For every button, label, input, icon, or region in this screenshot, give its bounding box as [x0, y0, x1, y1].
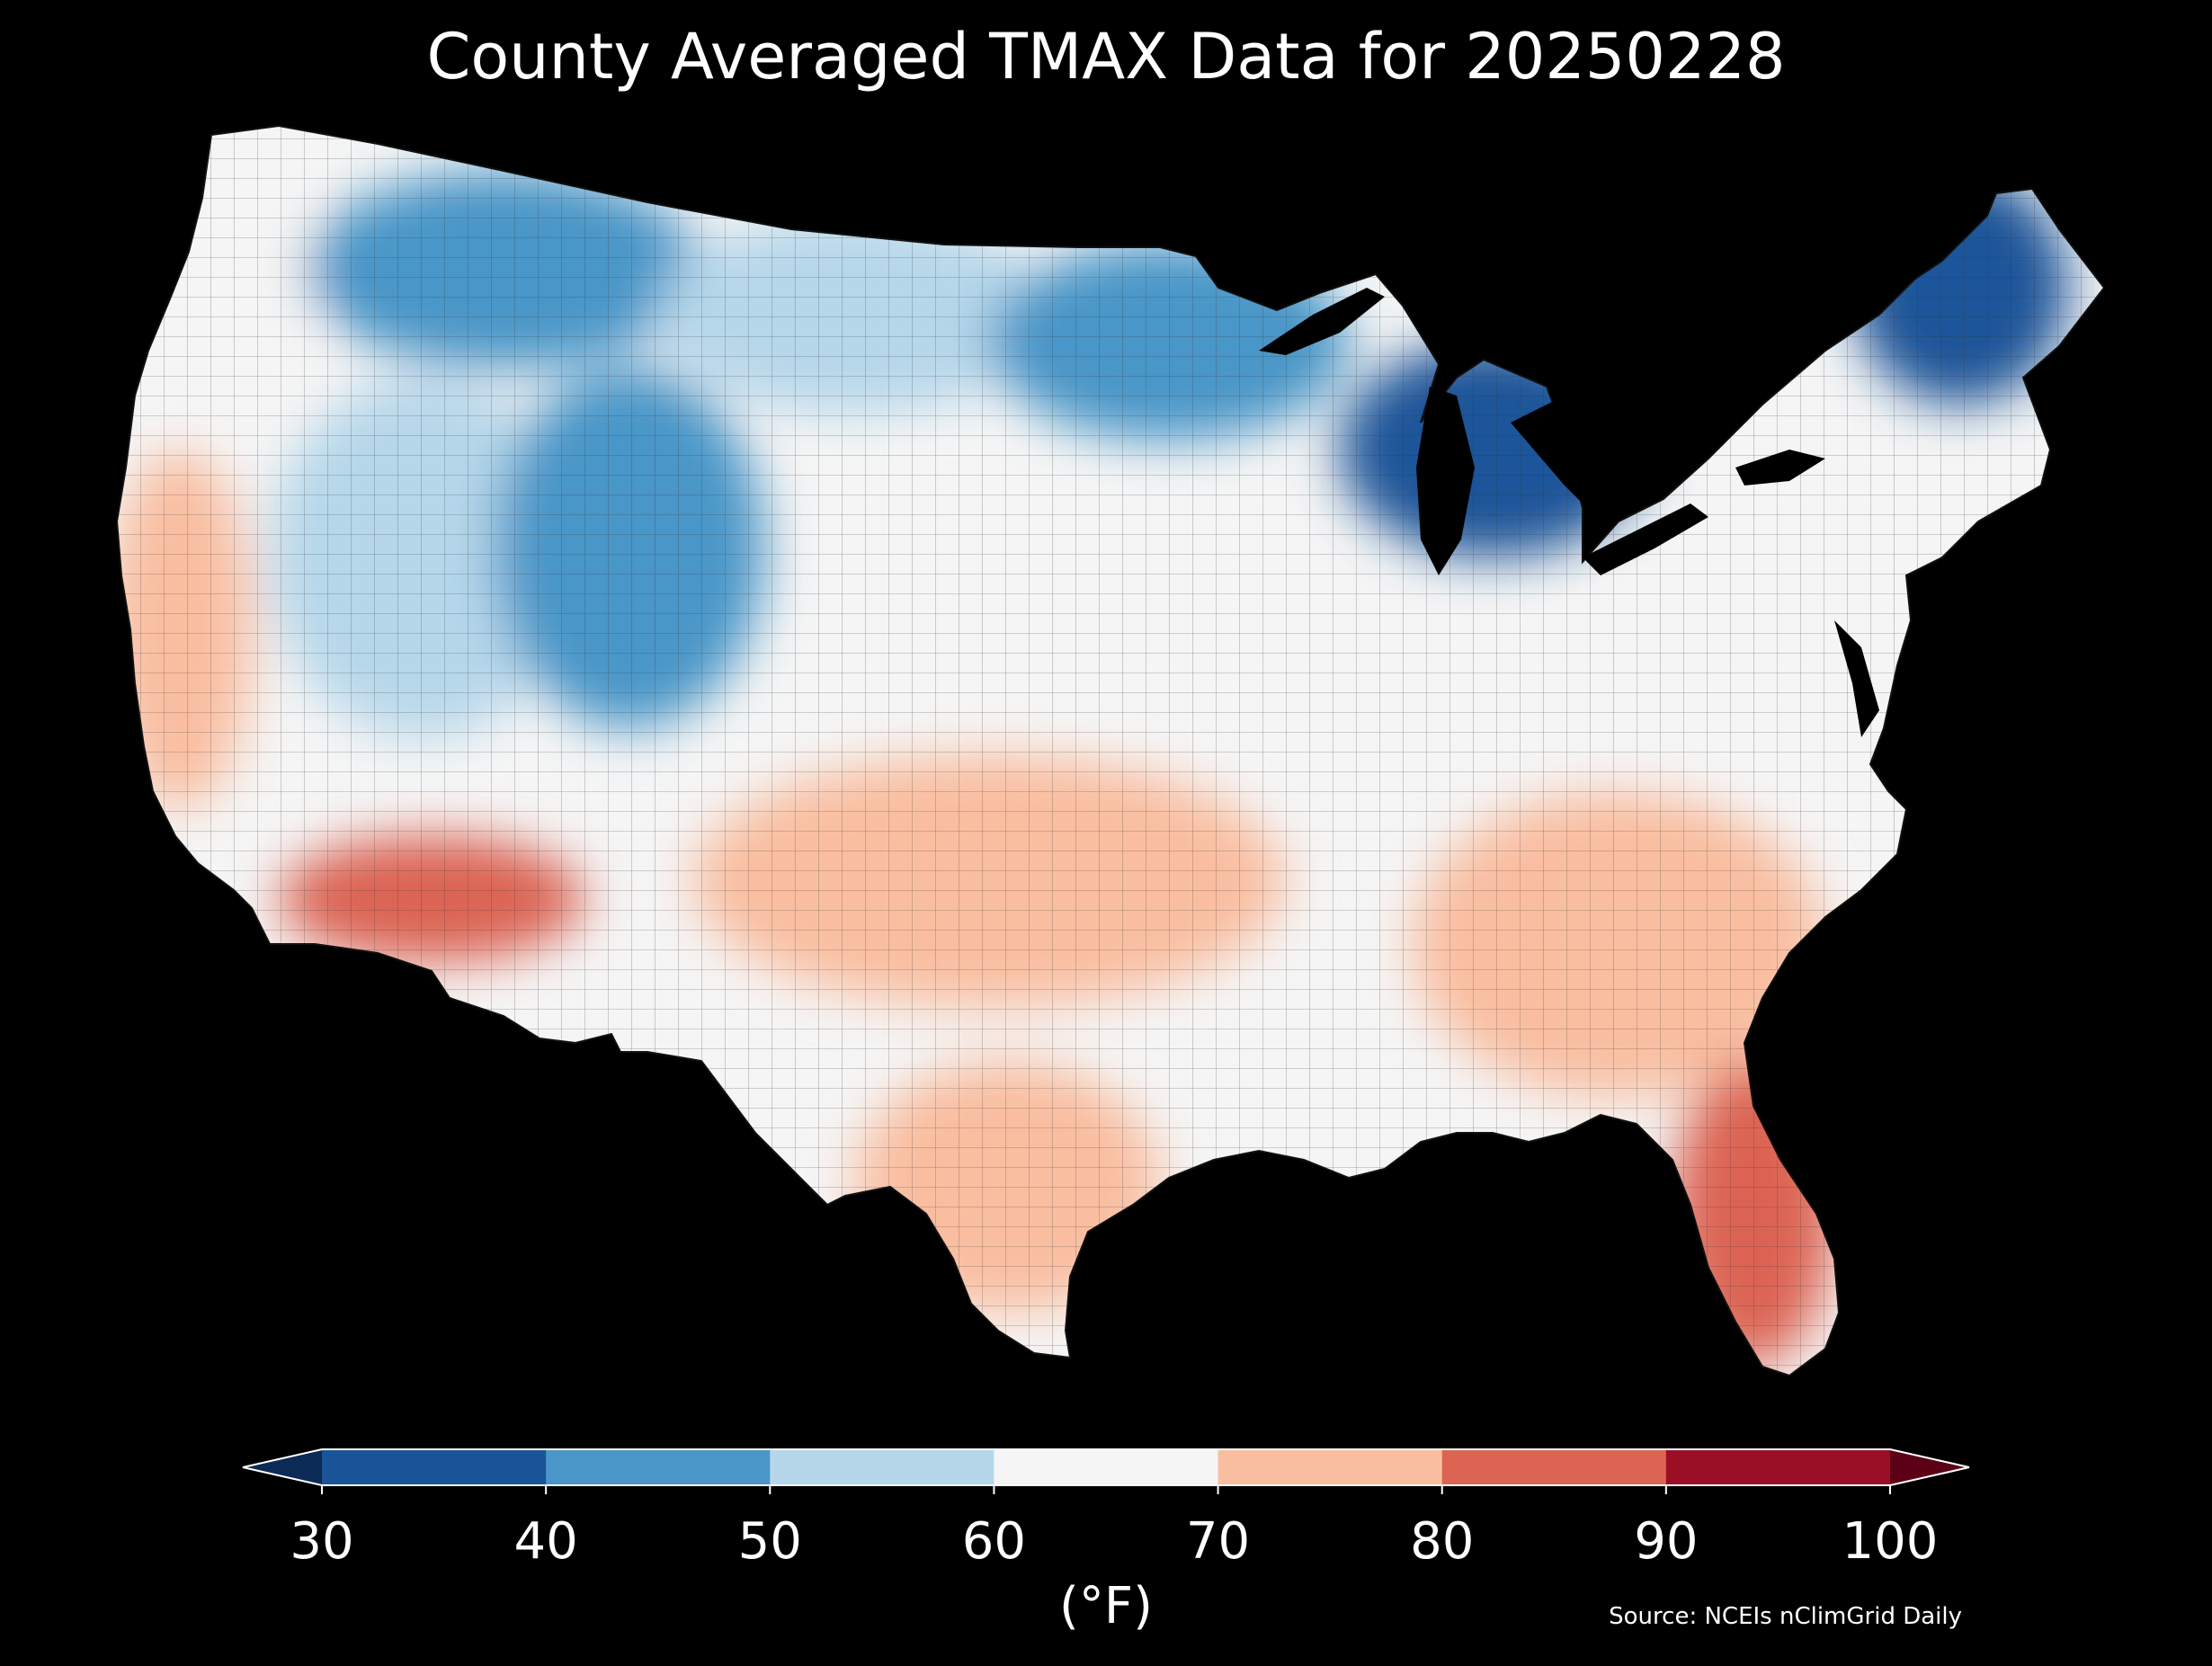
colorbar-tick-label: 40 [513, 1512, 578, 1571]
lake-ontario [1735, 450, 1825, 486]
temperature-field [117, 126, 2104, 1376]
colorbar-bin [994, 1449, 1219, 1485]
lake-huron [1511, 396, 1592, 503]
source-credit: Source: NCEIs nClimGrid Daily [1609, 1603, 1962, 1630]
colorbar [242, 1448, 1970, 1494]
colorbar-unit-label: (°F) [1059, 1577, 1153, 1635]
colorbar-extend-low [243, 1449, 322, 1485]
colorbar-bin [1665, 1449, 1891, 1485]
county-boundaries [117, 126, 2104, 1376]
map-title: County Averaged TMAX Data for 20250228 [426, 20, 1786, 94]
colorbar-extend-high [1890, 1449, 1969, 1485]
lake-erie [1583, 503, 1708, 575]
colorbar-tick-label: 30 [290, 1512, 354, 1571]
colorbar-tick-label: 50 [737, 1512, 802, 1571]
colorbar-tick-label: 60 [961, 1512, 1027, 1571]
lake-superior [1259, 288, 1385, 355]
colorbar-bin [546, 1449, 771, 1485]
colorbar-bin [1217, 1449, 1443, 1485]
colorbar-bin [1441, 1449, 1667, 1485]
colorbar-tick-label: 80 [1410, 1512, 1475, 1571]
chesapeake-bay [1834, 620, 1879, 737]
colorbar-bin [770, 1449, 995, 1485]
lake-michigan [1416, 387, 1475, 575]
colorbar-tick-label: 70 [1185, 1512, 1251, 1571]
colorbar-tick-label: 100 [1842, 1512, 1939, 1571]
colorbar-bin [322, 1449, 547, 1485]
great-lakes [1259, 288, 1879, 737]
colorbar-tick-label: 90 [1634, 1512, 1699, 1571]
